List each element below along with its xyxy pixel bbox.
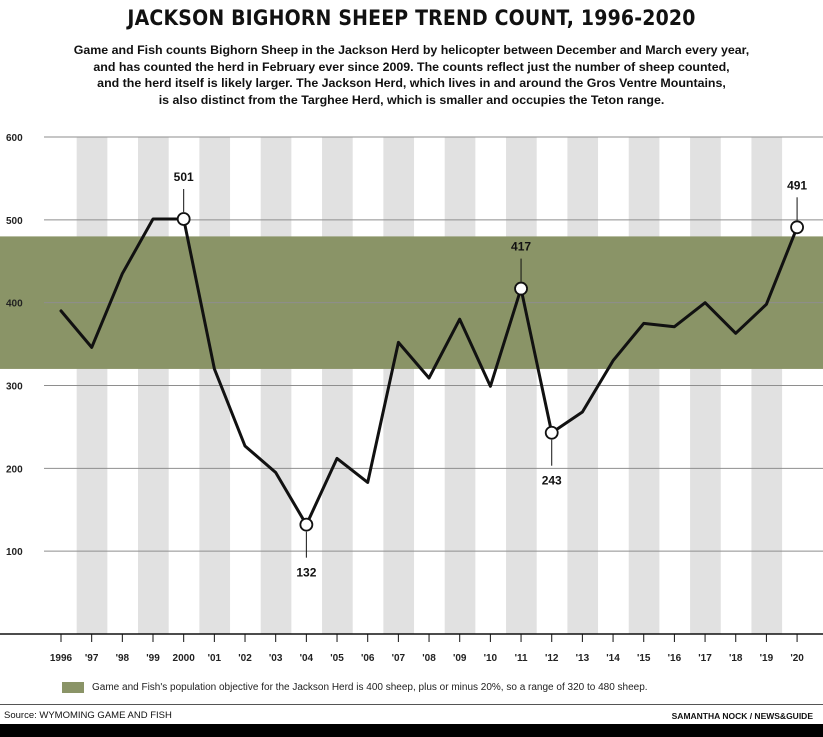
annotation-marker xyxy=(299,517,314,532)
x-tick-label: '13 xyxy=(576,653,590,664)
annotation-marker xyxy=(544,425,559,440)
x-tick-label: '17 xyxy=(698,653,712,664)
y-tick-label: 400 xyxy=(6,299,23,310)
annotation-label: 501 xyxy=(174,170,194,184)
y-tick-label: 200 xyxy=(6,464,23,475)
x-tick-label: '08 xyxy=(422,653,436,664)
x-tick-label: '14 xyxy=(606,653,620,664)
x-tick-label: '98 xyxy=(116,653,130,664)
x-tick-label: '05 xyxy=(330,653,344,664)
y-tick-label: 600 xyxy=(6,133,23,144)
x-tick-label: '97 xyxy=(85,653,99,664)
x-tick-label: 2000 xyxy=(173,653,196,664)
annotation-marker xyxy=(514,281,528,296)
y-tick-label: 500 xyxy=(6,216,23,227)
credit-note: SAMANTHA NOCK / NEWS&GUIDE xyxy=(671,711,813,721)
x-tick-label: '20 xyxy=(790,653,804,664)
x-tick-label: '19 xyxy=(760,653,774,664)
x-tick-label: '06 xyxy=(361,653,375,664)
y-tick-label: 300 xyxy=(6,382,23,393)
x-tick-label: '99 xyxy=(146,653,160,664)
chart-title: JACKSON BIGHORN SHEEP TREND COUNT, 1996-… xyxy=(127,6,696,30)
x-tick-label: '12 xyxy=(545,653,559,664)
x-tick-label: '11 xyxy=(515,653,528,664)
annotation-marker xyxy=(176,212,191,226)
annotation-label: 417 xyxy=(511,240,531,254)
legend: Game and Fish's population objective for… xyxy=(62,680,648,694)
x-tick-label: '01 xyxy=(208,653,222,664)
x-tick-label: '16 xyxy=(668,653,682,664)
subtitle-line: is also distinct from the Targhee Herd, … xyxy=(158,92,665,107)
x-tick-label: '03 xyxy=(269,653,283,664)
bottom-bar xyxy=(0,724,823,737)
legend-swatch xyxy=(62,681,84,693)
x-tick-label: '04 xyxy=(300,653,314,664)
annotation-label: 491 xyxy=(787,178,807,192)
x-tick-label: '09 xyxy=(453,653,467,664)
x-tick-label: 1996 xyxy=(50,653,73,664)
annotation-marker xyxy=(790,220,804,235)
x-tick-label: '10 xyxy=(484,653,498,664)
annotation-label: 243 xyxy=(542,474,562,488)
subtitle-line: Game and Fish counts Bighorn Sheep in th… xyxy=(73,43,750,57)
x-tick-label: '07 xyxy=(392,653,406,664)
x-tick-label: '02 xyxy=(238,653,252,664)
subtitle-line: and the herd itself is likely larger. Th… xyxy=(97,76,726,90)
x-tick-label: '18 xyxy=(729,653,743,664)
source-note: Source: WYMOMING GAME AND FISH xyxy=(4,710,172,721)
legend-text: Game and Fish's population objective for… xyxy=(92,681,648,693)
chart-subtitle: Game and Fish counts Bighorn Sheep in th… xyxy=(22,42,801,108)
footer-divider xyxy=(0,704,823,705)
annotation-label: 132 xyxy=(296,566,316,580)
x-tick-label: '15 xyxy=(637,653,651,664)
y-tick-label: 100 xyxy=(6,547,23,558)
subtitle-line: and has counted the herd in February eve… xyxy=(93,59,730,74)
